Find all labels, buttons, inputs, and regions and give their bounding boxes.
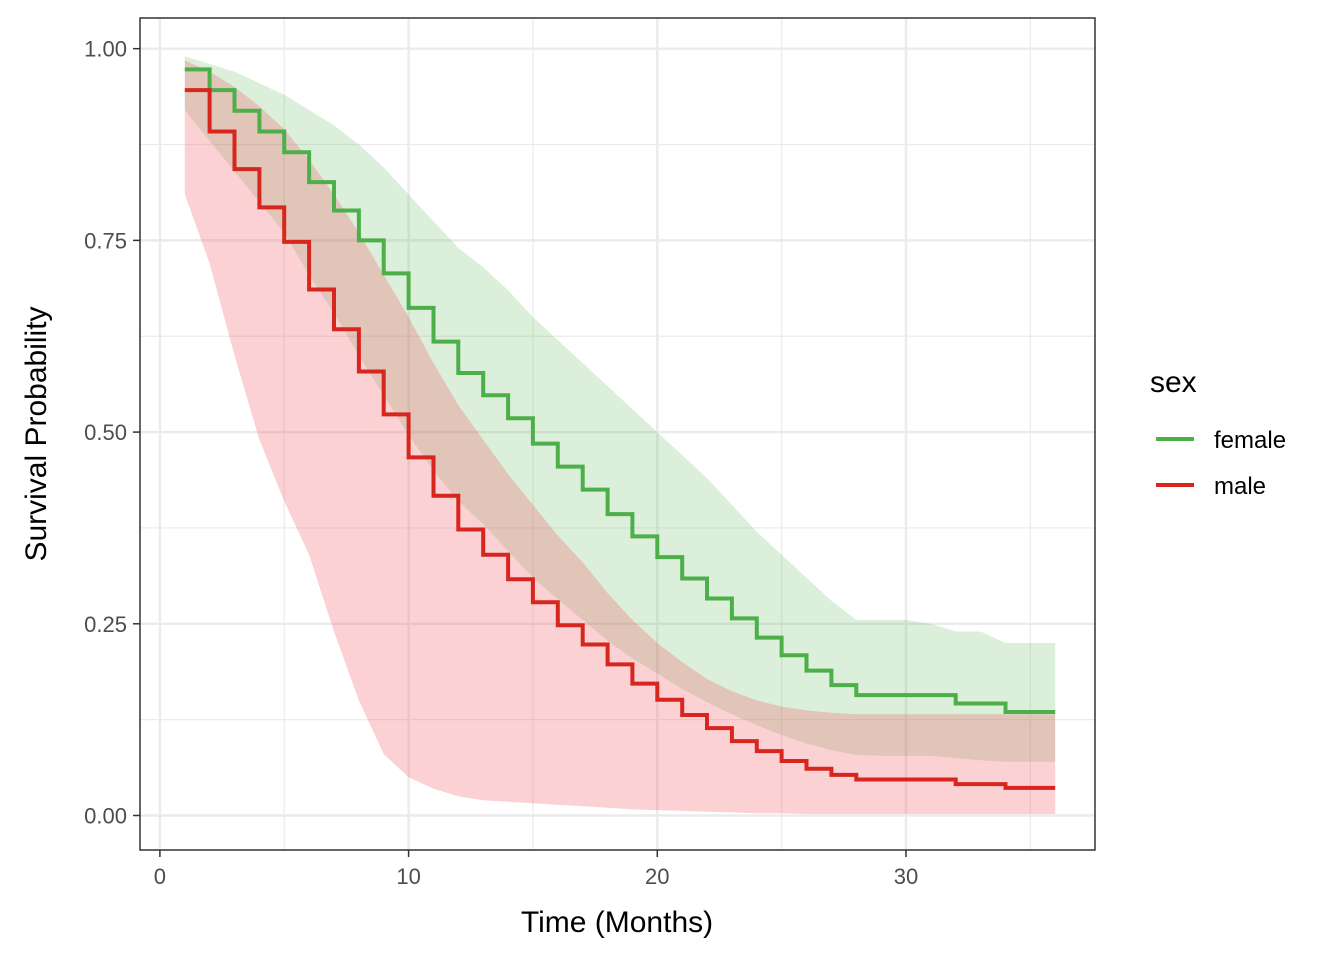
y-tick-label: 0.00 [84,803,127,828]
x-tick-label: 30 [894,864,918,889]
legend-label-female: female [1214,427,1286,454]
y-tick-label: 0.25 [84,612,127,637]
y-tick-label: 0.75 [84,228,127,253]
legend-label-male: male [1214,473,1266,500]
ci-band-male [184,60,1056,814]
survival-curve-male [184,88,1056,790]
legend: sex female male [1150,366,1286,500]
ci-band-female [184,56,1056,762]
x-axis-title: Time (Months) [521,906,713,939]
survival-curve-female [184,67,1056,714]
y-axis: 0.00 0.25 0.50 0.75 1.00 [84,37,140,828]
x-tick-label: 20 [645,864,669,889]
x-axis: 0 10 20 30 [154,850,918,889]
y-axis-title: Survival Probability [20,306,53,561]
survival-curves [184,67,1056,790]
y-tick-label: 1.00 [84,37,127,62]
plot-panel-border [139,17,1096,851]
y-tick-label: 0.50 [84,420,127,445]
x-tick-label: 10 [396,864,420,889]
legend-title: sex [1150,366,1197,399]
x-tick-label: 0 [154,864,166,889]
plot-panel-background [140,18,1095,850]
confidence-bands [184,56,1056,814]
